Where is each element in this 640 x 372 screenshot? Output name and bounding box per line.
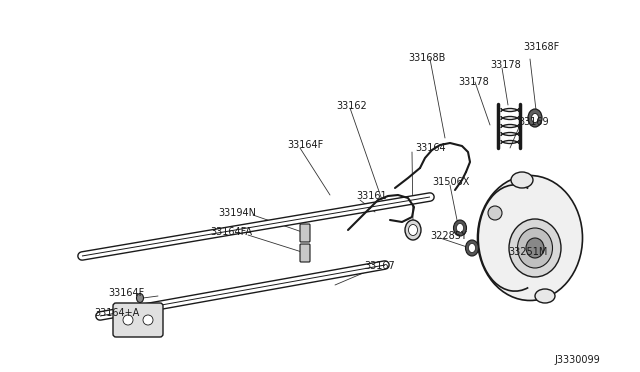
Text: 33164F: 33164F xyxy=(287,140,323,150)
Text: 33164+A: 33164+A xyxy=(94,308,140,318)
Ellipse shape xyxy=(456,224,463,232)
FancyBboxPatch shape xyxy=(300,244,310,262)
Ellipse shape xyxy=(136,294,143,302)
FancyBboxPatch shape xyxy=(113,303,163,337)
Text: 33162: 33162 xyxy=(336,101,367,111)
Text: 33164F: 33164F xyxy=(108,288,144,298)
Ellipse shape xyxy=(465,240,479,256)
FancyBboxPatch shape xyxy=(300,224,310,242)
Ellipse shape xyxy=(488,206,502,220)
Ellipse shape xyxy=(509,219,561,277)
Text: 32285Y: 32285Y xyxy=(430,231,467,241)
Text: 33169: 33169 xyxy=(518,117,548,127)
Ellipse shape xyxy=(405,220,421,240)
Ellipse shape xyxy=(535,289,555,303)
Text: 33251M: 33251M xyxy=(508,247,547,257)
Text: 33164FA: 33164FA xyxy=(210,227,252,237)
Text: J3330099: J3330099 xyxy=(554,355,600,365)
Ellipse shape xyxy=(526,238,544,258)
Ellipse shape xyxy=(408,224,417,235)
Text: 33168F: 33168F xyxy=(523,42,559,52)
Text: 33178: 33178 xyxy=(458,77,489,87)
Ellipse shape xyxy=(518,228,552,268)
Ellipse shape xyxy=(477,176,582,301)
Ellipse shape xyxy=(143,315,153,325)
Text: 33164: 33164 xyxy=(415,143,445,153)
Text: 31506X: 31506X xyxy=(432,177,469,187)
Ellipse shape xyxy=(528,109,542,127)
Text: 33178: 33178 xyxy=(490,60,521,70)
Ellipse shape xyxy=(454,220,467,236)
Text: 33161: 33161 xyxy=(356,191,387,201)
Ellipse shape xyxy=(511,172,533,188)
Text: 33168B: 33168B xyxy=(408,53,445,63)
Ellipse shape xyxy=(468,244,476,253)
Text: 33194N: 33194N xyxy=(218,208,256,218)
Text: 33167: 33167 xyxy=(364,261,395,271)
Ellipse shape xyxy=(123,315,133,325)
Ellipse shape xyxy=(531,113,538,122)
